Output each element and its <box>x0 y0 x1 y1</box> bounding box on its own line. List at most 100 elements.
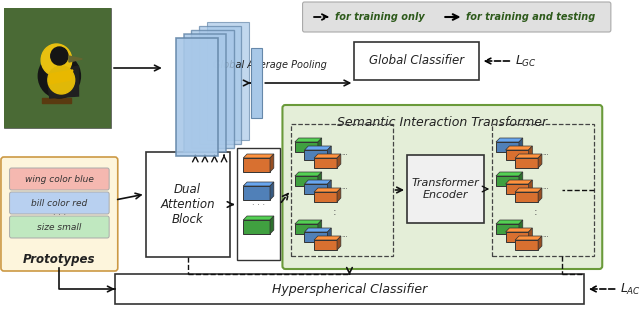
Text: Hyperspherical Classifier: Hyperspherical Classifier <box>272 282 427 295</box>
FancyBboxPatch shape <box>4 8 111 128</box>
Text: Dual
Attention
Block: Dual Attention Block <box>161 183 215 226</box>
FancyBboxPatch shape <box>496 224 519 234</box>
FancyBboxPatch shape <box>407 155 483 223</box>
FancyBboxPatch shape <box>207 22 249 140</box>
Polygon shape <box>305 180 332 184</box>
FancyBboxPatch shape <box>506 232 529 242</box>
Polygon shape <box>295 138 322 142</box>
Polygon shape <box>337 236 341 250</box>
FancyBboxPatch shape <box>506 184 529 194</box>
FancyBboxPatch shape <box>305 150 328 160</box>
FancyBboxPatch shape <box>515 240 538 250</box>
FancyBboxPatch shape <box>303 2 611 32</box>
Circle shape <box>51 47 68 65</box>
Polygon shape <box>305 146 332 150</box>
FancyBboxPatch shape <box>251 48 262 118</box>
FancyBboxPatch shape <box>10 192 109 214</box>
FancyBboxPatch shape <box>496 142 519 152</box>
Text: Semantic Interaction Transformer: Semantic Interaction Transformer <box>337 115 547 128</box>
Polygon shape <box>328 146 332 160</box>
Polygon shape <box>529 180 532 194</box>
Polygon shape <box>295 220 322 224</box>
FancyBboxPatch shape <box>355 42 479 80</box>
Polygon shape <box>270 216 274 234</box>
Polygon shape <box>318 138 322 152</box>
FancyBboxPatch shape <box>243 220 270 234</box>
Polygon shape <box>506 146 532 150</box>
Polygon shape <box>506 228 532 232</box>
Text: ···: ··· <box>341 186 348 192</box>
Polygon shape <box>337 188 341 202</box>
Polygon shape <box>295 172 322 176</box>
FancyBboxPatch shape <box>314 240 337 250</box>
FancyBboxPatch shape <box>305 232 328 242</box>
Polygon shape <box>529 146 532 160</box>
FancyBboxPatch shape <box>10 216 109 238</box>
Text: · · ·: · · · <box>252 202 265 211</box>
Text: wing color blue: wing color blue <box>25 174 94 183</box>
Polygon shape <box>496 138 523 142</box>
Polygon shape <box>538 236 542 250</box>
FancyBboxPatch shape <box>115 274 584 304</box>
FancyBboxPatch shape <box>515 192 538 202</box>
FancyBboxPatch shape <box>4 8 111 128</box>
Polygon shape <box>328 228 332 242</box>
Polygon shape <box>318 220 322 234</box>
Polygon shape <box>519 220 523 234</box>
Polygon shape <box>50 70 73 84</box>
Polygon shape <box>314 154 341 158</box>
Polygon shape <box>519 138 523 152</box>
Text: bill color red: bill color red <box>31 198 88 207</box>
FancyBboxPatch shape <box>176 38 218 156</box>
Text: Prototypes: Prototypes <box>23 253 95 267</box>
FancyBboxPatch shape <box>496 176 519 186</box>
FancyBboxPatch shape <box>295 176 318 186</box>
FancyBboxPatch shape <box>199 26 241 144</box>
Polygon shape <box>243 216 274 220</box>
FancyBboxPatch shape <box>515 158 538 168</box>
Polygon shape <box>515 188 542 192</box>
Text: · · ·: · · · <box>52 211 66 220</box>
FancyBboxPatch shape <box>295 224 318 234</box>
Polygon shape <box>496 220 523 224</box>
Polygon shape <box>496 172 523 176</box>
Polygon shape <box>69 56 83 62</box>
FancyBboxPatch shape <box>282 105 602 269</box>
FancyBboxPatch shape <box>191 30 234 148</box>
Text: for training only: for training only <box>335 12 425 22</box>
Polygon shape <box>538 188 542 202</box>
Text: ···: ··· <box>542 186 548 192</box>
FancyBboxPatch shape <box>506 150 529 160</box>
Text: $L_{GC}$: $L_{GC}$ <box>515 53 537 68</box>
FancyBboxPatch shape <box>243 186 270 200</box>
Polygon shape <box>515 154 542 158</box>
Polygon shape <box>314 188 341 192</box>
FancyBboxPatch shape <box>184 34 226 152</box>
Polygon shape <box>529 228 532 242</box>
Text: ···: ··· <box>542 234 548 240</box>
Polygon shape <box>243 182 274 186</box>
Text: $L_{AC}$: $L_{AC}$ <box>620 281 640 297</box>
Polygon shape <box>270 154 274 172</box>
Polygon shape <box>515 236 542 240</box>
Text: for training and testing: for training and testing <box>467 12 596 22</box>
FancyBboxPatch shape <box>295 142 318 152</box>
Circle shape <box>41 44 72 76</box>
Text: Global Classifier: Global Classifier <box>369 54 464 67</box>
Polygon shape <box>243 154 274 158</box>
Text: size small: size small <box>37 222 81 231</box>
FancyBboxPatch shape <box>314 192 337 202</box>
Polygon shape <box>47 66 79 98</box>
Text: ···: ··· <box>542 152 548 158</box>
FancyBboxPatch shape <box>237 148 280 260</box>
Polygon shape <box>318 172 322 186</box>
Text: ···: ··· <box>341 234 348 240</box>
FancyBboxPatch shape <box>243 158 270 172</box>
Text: ···: ··· <box>341 152 348 158</box>
Text: Global Average Pooling: Global Average Pooling <box>213 60 327 70</box>
Circle shape <box>38 54 81 98</box>
Polygon shape <box>506 180 532 184</box>
Text: Transformer
Encoder: Transformer Encoder <box>412 178 479 200</box>
Polygon shape <box>270 182 274 200</box>
FancyBboxPatch shape <box>314 158 337 168</box>
